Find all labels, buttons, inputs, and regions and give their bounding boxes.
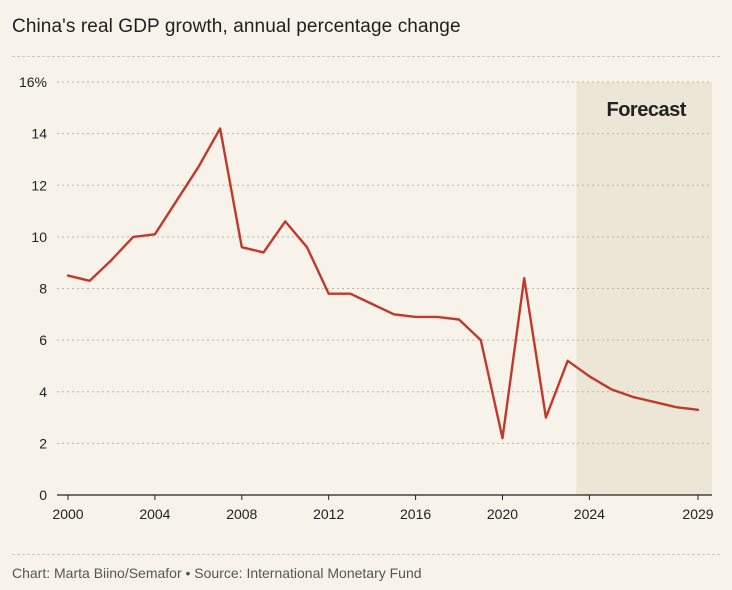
y-tick-label: 0 xyxy=(39,487,47,503)
y-tick-label: 8 xyxy=(39,281,47,297)
chart-title: China's real GDP growth, annual percenta… xyxy=(12,16,461,37)
footer-divider xyxy=(12,554,720,555)
x-tick-label: 2029 xyxy=(682,506,713,522)
y-tick-label: 10 xyxy=(31,229,47,245)
y-tick-label: 14 xyxy=(31,126,47,142)
x-tick-label: 2012 xyxy=(313,506,344,522)
y-tick-label: 2 xyxy=(39,435,47,451)
y-tick-label: 12 xyxy=(31,177,47,193)
x-tick-label: 2024 xyxy=(574,506,605,522)
chart-credit: Chart: Marta Biino/Semafor • Source: Int… xyxy=(12,565,422,581)
gdp-growth-line xyxy=(66,127,700,440)
forecast-region xyxy=(576,82,712,495)
y-tick-label: 6 xyxy=(39,332,47,348)
x-tick-label: 2016 xyxy=(400,506,431,522)
y-tick-label: 16% xyxy=(19,74,47,90)
header-divider xyxy=(12,56,720,57)
x-tick-label: 2008 xyxy=(226,506,257,522)
x-tick-label: 2004 xyxy=(139,506,170,522)
x-tick-label: 2000 xyxy=(52,506,83,522)
forecast-label: Forecast xyxy=(606,99,686,121)
x-tick-label: 2020 xyxy=(487,506,518,522)
y-tick-label: 4 xyxy=(39,384,47,400)
